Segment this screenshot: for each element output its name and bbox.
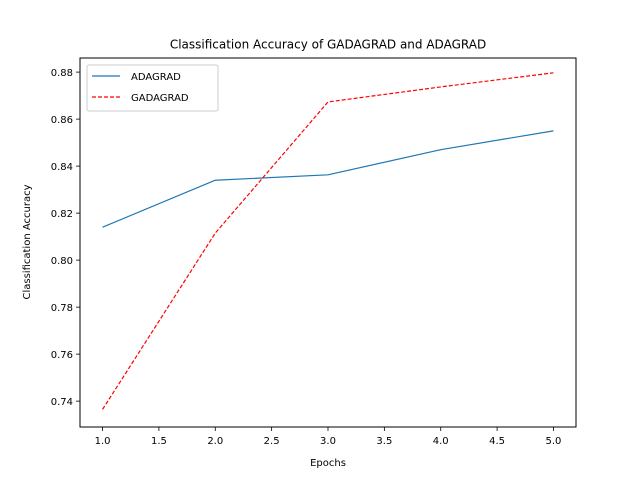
y-tick-label: 0.80: [51, 256, 73, 267]
x-tick-label: 2.0: [207, 436, 223, 447]
x-tick-label: 1.0: [95, 436, 111, 447]
x-axis-ticks: 1.0 1.5 2.0 2.5 3.0 3.5 4.0 4.5 5.0: [95, 427, 562, 447]
x-tick-label: 1.5: [151, 436, 167, 447]
series-line-gadagrad: [102, 72, 554, 410]
y-tick-label: 0.86: [51, 115, 73, 126]
y-tick-label: 0.84: [51, 162, 73, 173]
legend-label-gadagrad: GADAGRAD: [131, 93, 189, 104]
y-tick-label: 0.78: [51, 303, 73, 314]
x-tick-label: 2.5: [264, 436, 280, 447]
chart-title: Classification Accuracy of GADAGRAD and …: [170, 38, 486, 52]
x-tick-label: 3.0: [320, 436, 336, 447]
x-tick-label: 4.0: [433, 436, 449, 447]
series-layer: [102, 72, 554, 410]
y-tick-label: 0.82: [51, 209, 73, 220]
y-tick-label: 0.76: [51, 350, 73, 361]
legend-label-adagrad: ADAGRAD: [131, 72, 181, 83]
x-axis-label: Epochs: [310, 458, 346, 469]
y-axis-ticks: 0.74 0.76 0.78 0.80 0.82 0.84 0.86 0.88: [51, 68, 80, 408]
legend: ADAGRAD GADAGRAD: [86, 64, 219, 112]
y-axis-label: Classification Accuracy: [22, 184, 33, 299]
axes-frame: [79, 57, 577, 428]
x-tick-label: 3.5: [376, 436, 392, 447]
y-tick-label: 0.88: [51, 68, 73, 79]
x-tick-label: 5.0: [546, 436, 562, 447]
y-tick-label: 0.74: [51, 397, 73, 408]
series-line-adagrad: [102, 130, 554, 228]
plot-area: [79, 57, 577, 428]
x-tick-label: 4.5: [489, 436, 505, 447]
